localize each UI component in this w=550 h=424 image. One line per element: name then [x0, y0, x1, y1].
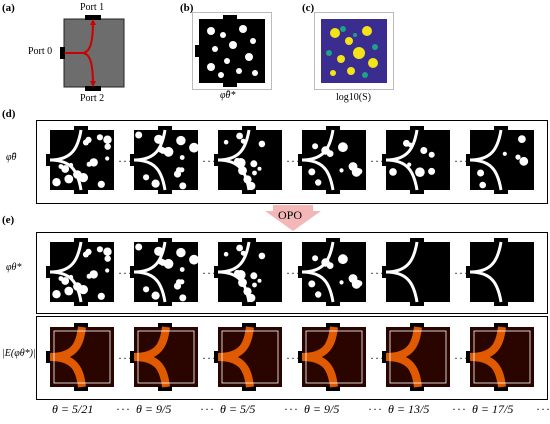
panel-e-row2-symbol: |E(φθ*)| — [2, 348, 36, 359]
opo-arrow — [265, 205, 321, 231]
theta-label-2: θ = 9/5 — [136, 402, 172, 416]
port0-stub — [60, 47, 65, 59]
panel-e-topology-cell-3 — [214, 238, 286, 311]
panel-e-field-cell-3 — [214, 323, 286, 396]
panel-d-ellipsis-1: ··· — [118, 154, 133, 168]
port2-stub — [85, 86, 101, 91]
panel-d-cell-1 — [46, 126, 118, 199]
panel-e-field-ellipsis-1: ··· — [118, 351, 133, 365]
panel-b-symbol: φ̂θ* — [220, 90, 236, 101]
panel-e-topology-ellipsis-3: ··· — [286, 266, 301, 280]
design-domain-schematic — [60, 15, 125, 91]
panel-c-label: (c) — [302, 2, 315, 14]
panel-d-ellipsis-5: ··· — [454, 154, 469, 168]
panel-e-frame-top — [36, 232, 548, 314]
panel-d-frame — [36, 120, 548, 204]
optimized-topology-b — [192, 12, 272, 90]
panel-e-field-cell-4 — [298, 323, 370, 396]
theta-ellipsis-1: ··· — [116, 402, 131, 416]
theta-ellipsis-6: ··· — [536, 402, 550, 416]
waveguide-lower — [81, 52, 94, 86]
panel-e-frame-bottom — [36, 316, 548, 400]
panel-d-row-symbol: φ̃θ — [6, 152, 17, 163]
opo-label: OPO — [278, 208, 303, 222]
panel-b-label: (b) — [180, 2, 194, 14]
panel-d-ellipsis-4: ··· — [370, 154, 385, 168]
panel-e-field-ellipsis-5: ··· — [454, 351, 469, 365]
sensitivity-heatmap — [314, 12, 394, 90]
panel-d-label: (d) — [2, 108, 16, 120]
panel-a-label: (a) — [2, 2, 15, 14]
panel-d-cell-2 — [130, 126, 202, 199]
panel-d-ellipsis-3: ··· — [286, 154, 301, 168]
panel-e-field-cell-1 — [46, 323, 118, 396]
theta-ellipsis-2: ··· — [200, 402, 215, 416]
theta-label-1: θ = 5/21 — [52, 402, 94, 416]
panel-d-cell-6 — [466, 126, 538, 199]
theta-label-4: θ = 9/5 — [304, 402, 340, 416]
port0-label: Port 0 — [28, 46, 53, 57]
panel-e-topology-cell-1 — [46, 238, 118, 311]
panel-e-field-cell-6 — [466, 323, 538, 396]
panel-e-field-ellipsis-4: ··· — [370, 351, 385, 365]
port1-stub — [85, 15, 101, 20]
panel-e-topology-cell-5 — [382, 238, 454, 311]
panel-e-topology-cell-6 — [466, 238, 538, 311]
panel-e-topology-cell-4 — [298, 238, 370, 311]
panel-e-field-ellipsis-2: ··· — [202, 351, 217, 365]
panel-d-cell-5 — [382, 126, 454, 199]
theta-ellipsis-5: ··· — [452, 402, 467, 416]
panel-e-field-cell-2 — [130, 323, 202, 396]
port2-label: Port 2 — [80, 93, 105, 104]
panel-e-topology-ellipsis-1: ··· — [118, 266, 133, 280]
panel-e-topology-ellipsis-4: ··· — [370, 266, 385, 280]
theta-label-5: θ = 13/5 — [388, 402, 430, 416]
panel-e-field-ellipsis-3: ··· — [286, 351, 301, 365]
panel-c-symbol: log10(S) — [336, 92, 371, 103]
port1-label: Port 1 — [80, 2, 105, 13]
panel-e-field-cell-5 — [382, 323, 454, 396]
panel-e-topology-cell-2 — [130, 238, 202, 311]
panel-e-row1-symbol: φθ* — [6, 262, 22, 273]
theta-ellipsis-3: ··· — [284, 402, 299, 416]
theta-label-3: θ = 5/5 — [220, 402, 256, 416]
panel-d-cell-4 — [298, 126, 370, 199]
panel-d-cell-3 — [214, 126, 286, 199]
panel-e-topology-ellipsis-2: ··· — [202, 266, 217, 280]
panel-e-topology-ellipsis-5: ··· — [454, 266, 469, 280]
panel-d-ellipsis-2: ··· — [202, 154, 217, 168]
theta-label-6: θ = 17/5 — [472, 402, 514, 416]
panel-e-label: (e) — [2, 214, 15, 226]
theta-ellipsis-4: ··· — [368, 402, 383, 416]
